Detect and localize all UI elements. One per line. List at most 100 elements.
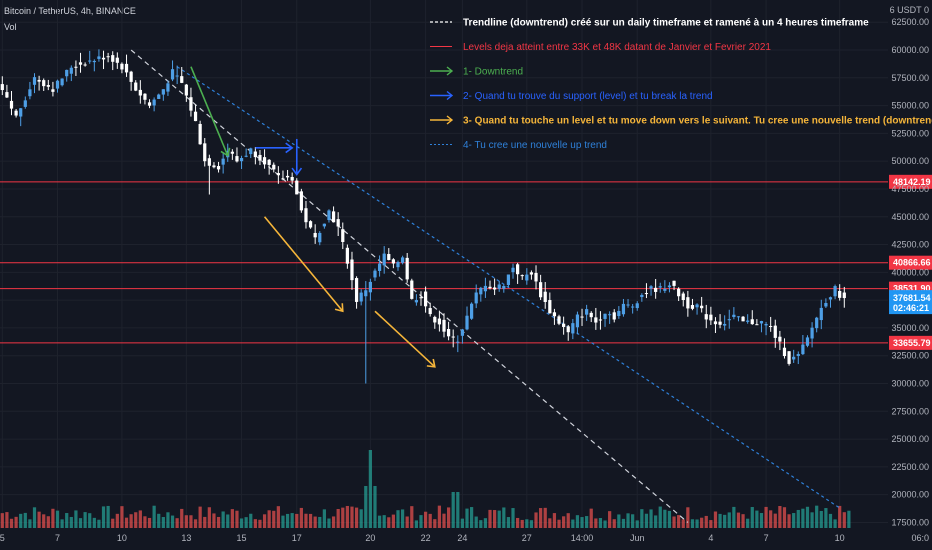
candle-body <box>516 264 520 275</box>
candle-body <box>180 76 184 83</box>
volume-bar <box>32 507 37 528</box>
volume-bar <box>465 508 469 528</box>
volume-bar <box>548 518 552 528</box>
candle-body <box>769 326 773 328</box>
volume-bar <box>97 519 101 528</box>
chart-symbol-title[interactable]: Bitcoin / TetherUS, 4h, BINANCE <box>4 6 136 16</box>
candle-body <box>833 286 837 297</box>
candle-body <box>419 297 423 299</box>
candle-body <box>782 347 787 357</box>
volume-bar <box>313 516 317 528</box>
volume-bar <box>557 519 561 528</box>
candle-body <box>235 156 239 162</box>
candle-body <box>759 321 764 324</box>
candle-body <box>69 67 73 74</box>
candle-body <box>327 210 331 221</box>
volume-bar <box>189 515 193 528</box>
volume-bar <box>138 510 142 528</box>
candle-body <box>663 288 667 291</box>
volume-bar <box>203 516 207 528</box>
candle-body <box>193 111 198 122</box>
volume-bar <box>161 517 165 528</box>
candle-body <box>9 100 14 109</box>
volume-bar <box>368 450 372 528</box>
candle-body <box>446 329 451 337</box>
candle-body <box>723 323 727 326</box>
candle-body <box>718 321 722 325</box>
volume-bar <box>193 519 198 528</box>
volume-bar <box>571 519 575 528</box>
candle-body <box>672 280 676 286</box>
candle-body <box>529 272 534 275</box>
candle-body <box>819 307 823 321</box>
candle-body <box>506 274 511 285</box>
candle-body <box>534 272 538 282</box>
volume-bar <box>626 513 630 528</box>
volume-bar <box>635 520 639 528</box>
candle-body <box>341 229 345 242</box>
candle-body <box>612 312 616 320</box>
candle-body <box>796 354 800 356</box>
level-price-label: 38531.90 <box>893 284 931 294</box>
volume-bar <box>672 516 676 528</box>
legend-item-text: 1- Downtrend <box>463 67 523 78</box>
candle-body <box>88 60 92 62</box>
volume-bar <box>69 516 73 528</box>
volume-bar <box>566 513 570 528</box>
volume-bar <box>281 515 285 528</box>
level-price-label: 40866.66 <box>893 258 931 268</box>
volume-bar <box>111 518 115 528</box>
candle-body <box>253 151 257 158</box>
candle-body <box>396 262 400 268</box>
volume-bar <box>152 505 156 528</box>
volume-bar <box>9 518 14 528</box>
candle-body <box>239 158 244 162</box>
candle-body <box>14 110 18 116</box>
candle-body <box>497 284 501 289</box>
candle-body <box>276 173 280 176</box>
volume-bar <box>709 520 713 528</box>
volume-bar <box>778 505 782 528</box>
volume-bar <box>147 517 152 528</box>
candle-body <box>175 75 179 77</box>
volume-bar <box>640 509 644 528</box>
volume-bar <box>819 510 823 528</box>
candle-body <box>115 57 119 63</box>
candle-body <box>42 80 46 87</box>
volume-indicator-label[interactable]: Vol <box>4 22 17 32</box>
volume-bar <box>37 511 41 528</box>
candle-body <box>479 287 483 295</box>
candle-body <box>373 270 377 278</box>
candle-body <box>368 281 372 293</box>
candle-body <box>635 303 639 309</box>
candle-body <box>249 148 253 155</box>
candle-body <box>792 356 796 360</box>
price-axis: 17500.00 20000.00 22500.00 25000.00 27500.00… <box>889 5 932 527</box>
candle-body <box>359 292 363 302</box>
candle-body <box>525 274 529 281</box>
price-tick-label: 45000.00 <box>891 212 929 222</box>
level-price-label: 48142.19 <box>893 177 931 187</box>
candle-body <box>543 291 547 302</box>
volume-bar <box>727 512 731 528</box>
volume-bar <box>400 509 405 528</box>
candle-body <box>690 305 695 309</box>
candle-body <box>101 57 106 60</box>
volume-bar <box>529 520 534 528</box>
candle-body <box>580 316 584 318</box>
candle-body <box>97 56 101 59</box>
volume-bar <box>580 517 584 528</box>
volume-bar <box>239 518 244 528</box>
candle-body <box>640 294 644 298</box>
candle-body <box>465 315 469 330</box>
candle-body <box>562 323 566 327</box>
volume-bar <box>525 519 529 528</box>
candle-body <box>585 309 589 315</box>
volume-bar <box>253 519 257 528</box>
volume-bar <box>285 513 290 528</box>
volume-bar <box>608 511 612 528</box>
downtrend-arrow-shaft <box>190 66 229 156</box>
last-price-label: 37681.54 <box>893 293 931 303</box>
candle-body <box>410 280 414 299</box>
